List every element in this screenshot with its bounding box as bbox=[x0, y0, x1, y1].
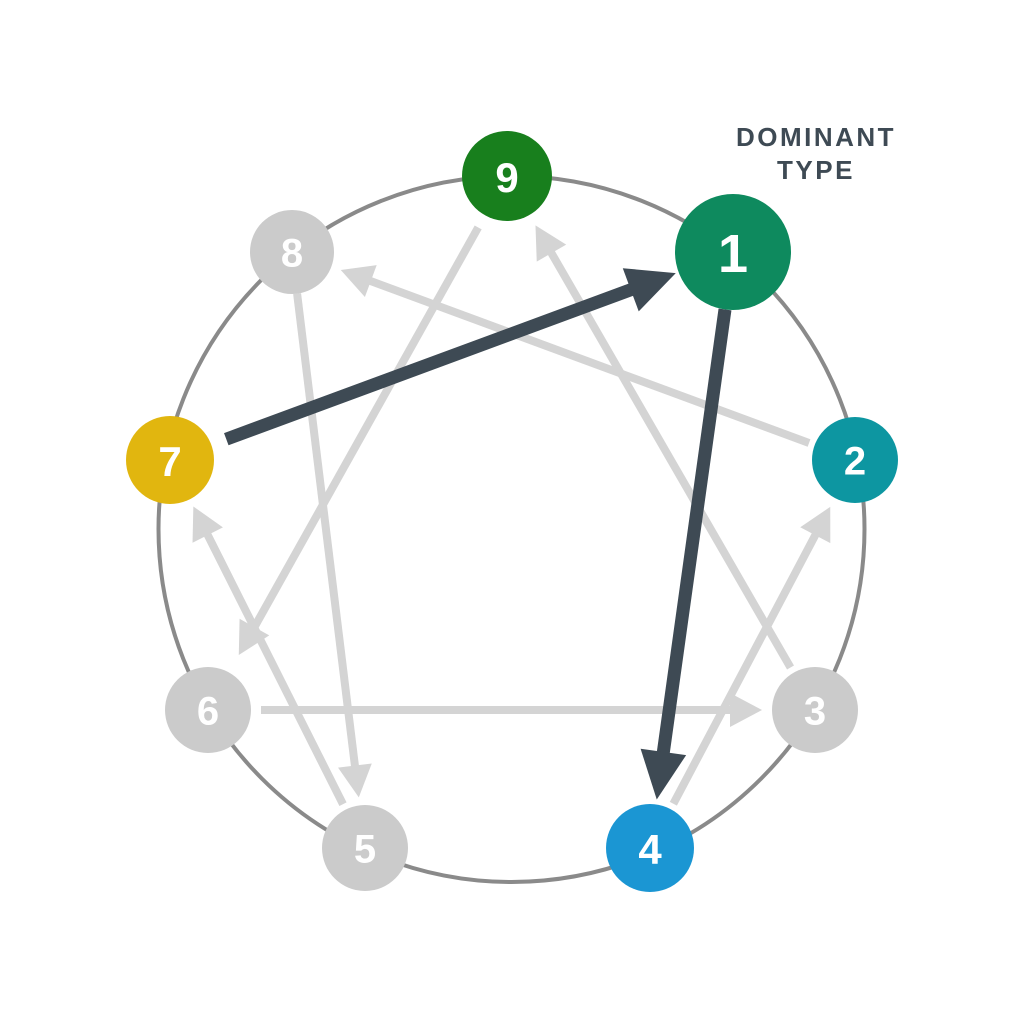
node-4-number: 4 bbox=[638, 826, 662, 873]
arrow-head-7-to-1 bbox=[622, 268, 676, 312]
arrow-head-4-to-2 bbox=[800, 506, 831, 544]
node-7 bbox=[126, 416, 214, 504]
node-8-number: 8 bbox=[281, 232, 303, 276]
node-7-number: 7 bbox=[158, 438, 181, 485]
node-8 bbox=[250, 210, 334, 294]
arrow-head-2-to-8 bbox=[340, 265, 377, 298]
node-6-number: 6 bbox=[197, 690, 219, 734]
arrow-line-7-to-1 bbox=[224, 278, 647, 446]
arrow-head-1-to-4 bbox=[640, 748, 687, 800]
node-5-number: 5 bbox=[354, 828, 376, 872]
dominant-type-label: DOMINANT TYPE bbox=[666, 121, 966, 187]
arrow-line-8-to-5 bbox=[293, 293, 361, 776]
node-1-number: 1 bbox=[718, 224, 748, 284]
arrow-line-4-to-2 bbox=[669, 524, 824, 806]
arrow-head-6-to-3 bbox=[730, 693, 762, 727]
arrow-head-5-to-7 bbox=[192, 506, 223, 543]
arrow-head-3-to-9 bbox=[535, 225, 567, 262]
node-3 bbox=[772, 667, 858, 753]
node-5 bbox=[322, 805, 408, 891]
node-9-number: 9 bbox=[495, 154, 518, 201]
node-1-dominant bbox=[675, 194, 791, 310]
arrow-line-5-to-7 bbox=[199, 524, 347, 807]
node-9 bbox=[462, 131, 552, 221]
node-3-number: 3 bbox=[804, 690, 826, 734]
arrow-line-9-to-6 bbox=[246, 225, 482, 638]
node-2 bbox=[812, 417, 898, 503]
arrow-head-9-to-6 bbox=[238, 618, 270, 656]
arrow-line-1-to-4 bbox=[654, 308, 732, 768]
node-2-number: 2 bbox=[844, 440, 866, 484]
arrow-line-3-to-9 bbox=[543, 242, 794, 670]
node-6 bbox=[165, 667, 251, 753]
arrow-head-8-to-5 bbox=[338, 763, 372, 798]
node-4 bbox=[606, 804, 694, 892]
dominant-type-line1: DOMINANT bbox=[735, 122, 897, 152]
dominant-type-line2: TYPE bbox=[777, 155, 855, 185]
